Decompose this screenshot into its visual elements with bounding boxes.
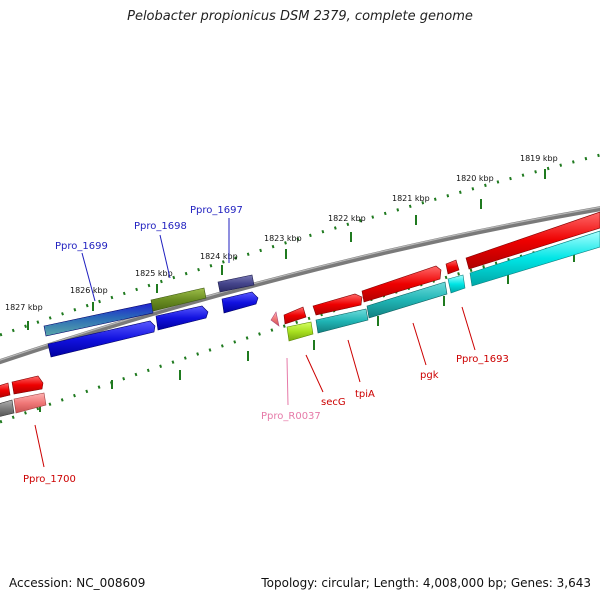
gene-ppro-1697-lower[interactable] <box>221 291 259 314</box>
map-title: Pelobacter propionicus DSM 2379, complet… <box>127 9 473 24</box>
gene-tpia-upper[interactable] <box>312 293 363 316</box>
scale-label-1819: 1819 kbp <box>520 154 558 163</box>
gene-ppro-1692-upper[interactable] <box>465 211 600 270</box>
gene-secg[interactable] <box>286 321 314 342</box>
genome-backbone-highlight <box>0 206 600 361</box>
genome-summary-label: Topology: circular; Length: 4,008,000 bp… <box>261 576 591 590</box>
gene-ppro-1699-lower[interactable] <box>47 320 156 358</box>
gene-ppro-1697[interactable] <box>217 274 255 293</box>
gene-label-ppro-1699: Ppro_1699 <box>55 241 108 252</box>
scale-label-1827: 1827 kbp <box>5 303 43 312</box>
reverse-strand-genes <box>0 211 600 417</box>
gene-tpia[interactable] <box>315 308 369 334</box>
gene-ppro-1692[interactable] <box>469 230 600 287</box>
scale-label-1821: 1821 kbp <box>392 194 430 203</box>
genome-backbone <box>0 206 600 365</box>
gene-ppro-1698[interactable] <box>150 287 207 312</box>
scale-label-1826: 1826 kbp <box>70 286 108 295</box>
gene-secg-upper[interactable] <box>283 306 307 325</box>
scale-label-1824: 1824 kbp <box>200 252 238 261</box>
scale-label-1820: 1820 kbp <box>456 174 494 183</box>
gene-label-ppro-1697: Ppro_1697 <box>190 205 243 216</box>
gene-ppro-1699[interactable] <box>43 302 154 337</box>
scale-label-1823: 1823 kbp <box>264 234 302 243</box>
gene-label-ppro-1693: Ppro_1693 <box>456 354 509 365</box>
gene-ppro-1700-lower-a[interactable] <box>0 399 15 417</box>
gene-ppro-1698-lower[interactable] <box>155 305 209 331</box>
gene-label-pgk: pgk <box>420 370 439 381</box>
gene-pgk[interactable] <box>366 281 448 319</box>
scale-label-1822: 1822 kbp <box>328 214 366 223</box>
gene-ppro-r0037[interactable] <box>270 311 280 327</box>
gene-ppro-1700-arrow-a[interactable] <box>0 382 11 398</box>
gene-ppro-1693[interactable] <box>447 274 466 294</box>
gene-pgk-upper[interactable] <box>361 265 442 303</box>
gene-ppro-1700[interactable] <box>13 392 47 414</box>
label-leaders <box>34 218 476 468</box>
outer-major-ticks <box>27 169 546 330</box>
accession-label: Accession: NC_008609 <box>9 576 146 590</box>
gene-label-ppro-1700: Ppro_1700 <box>23 474 76 485</box>
forward-strand-genes <box>0 274 259 398</box>
gene-ppro-1700-arrow-b[interactable] <box>11 375 44 395</box>
gene-label-tpia: tpiA <box>355 389 375 400</box>
gene-label-ppro-1698: Ppro_1698 <box>134 221 187 232</box>
gene-label-secg: secG <box>321 397 346 408</box>
gene-label-ppro-r0037: Ppro_R0037 <box>261 411 321 422</box>
scale-label-1825: 1825 kbp <box>135 269 173 278</box>
gene-ppro-1693-upper[interactable] <box>445 259 460 275</box>
